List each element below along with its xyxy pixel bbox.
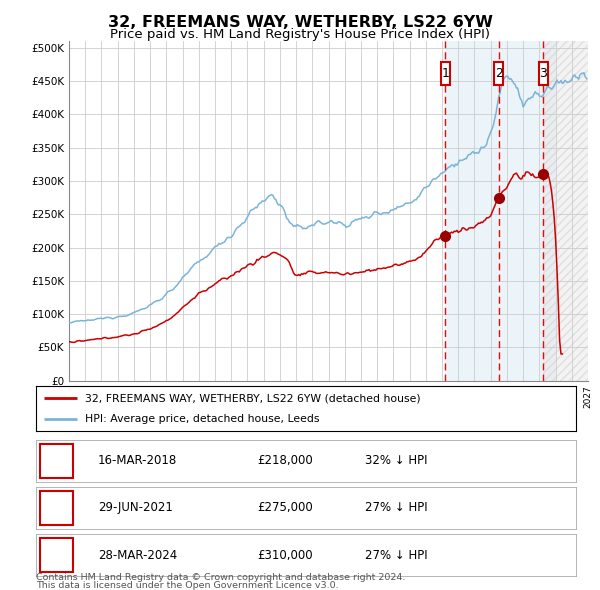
Bar (445, 41, 556, 381)
Text: 27% ↓ HPI: 27% ↓ HPI (365, 502, 428, 514)
Text: 2: 2 (53, 502, 61, 514)
FancyBboxPatch shape (40, 444, 73, 478)
Text: 27% ↓ HPI: 27% ↓ HPI (365, 549, 428, 562)
Text: Contains HM Land Registry data © Crown copyright and database right 2024.: Contains HM Land Registry data © Crown c… (36, 573, 406, 582)
FancyBboxPatch shape (40, 491, 73, 525)
FancyBboxPatch shape (40, 538, 73, 572)
FancyBboxPatch shape (441, 62, 450, 85)
Text: 29-JUN-2021: 29-JUN-2021 (98, 502, 173, 514)
Text: £218,000: £218,000 (257, 454, 313, 467)
Text: 2: 2 (494, 67, 503, 80)
Text: Price paid vs. HM Land Registry's House Price Index (HPI): Price paid vs. HM Land Registry's House … (110, 28, 490, 41)
FancyBboxPatch shape (494, 62, 503, 85)
Text: 1: 1 (53, 454, 61, 467)
Text: 28-MAR-2024: 28-MAR-2024 (98, 549, 178, 562)
Text: 32, FREEMANS WAY, WETHERBY, LS22 6YW (detached house): 32, FREEMANS WAY, WETHERBY, LS22 6YW (de… (85, 394, 420, 404)
Text: 3: 3 (539, 67, 547, 80)
Text: 32% ↓ HPI: 32% ↓ HPI (365, 454, 428, 467)
Bar (543, 41, 588, 381)
Text: This data is licensed under the Open Government Licence v3.0.: This data is licensed under the Open Gov… (36, 581, 338, 590)
FancyBboxPatch shape (539, 62, 548, 85)
Text: £310,000: £310,000 (257, 549, 313, 562)
Text: 32, FREEMANS WAY, WETHERBY, LS22 6YW: 32, FREEMANS WAY, WETHERBY, LS22 6YW (107, 15, 493, 30)
Text: 1: 1 (442, 67, 449, 80)
Bar (543, 41, 588, 381)
Text: HPI: Average price, detached house, Leeds: HPI: Average price, detached house, Leed… (85, 414, 319, 424)
Text: £275,000: £275,000 (257, 502, 313, 514)
Text: 3: 3 (53, 549, 61, 562)
Text: 16-MAR-2018: 16-MAR-2018 (98, 454, 178, 467)
